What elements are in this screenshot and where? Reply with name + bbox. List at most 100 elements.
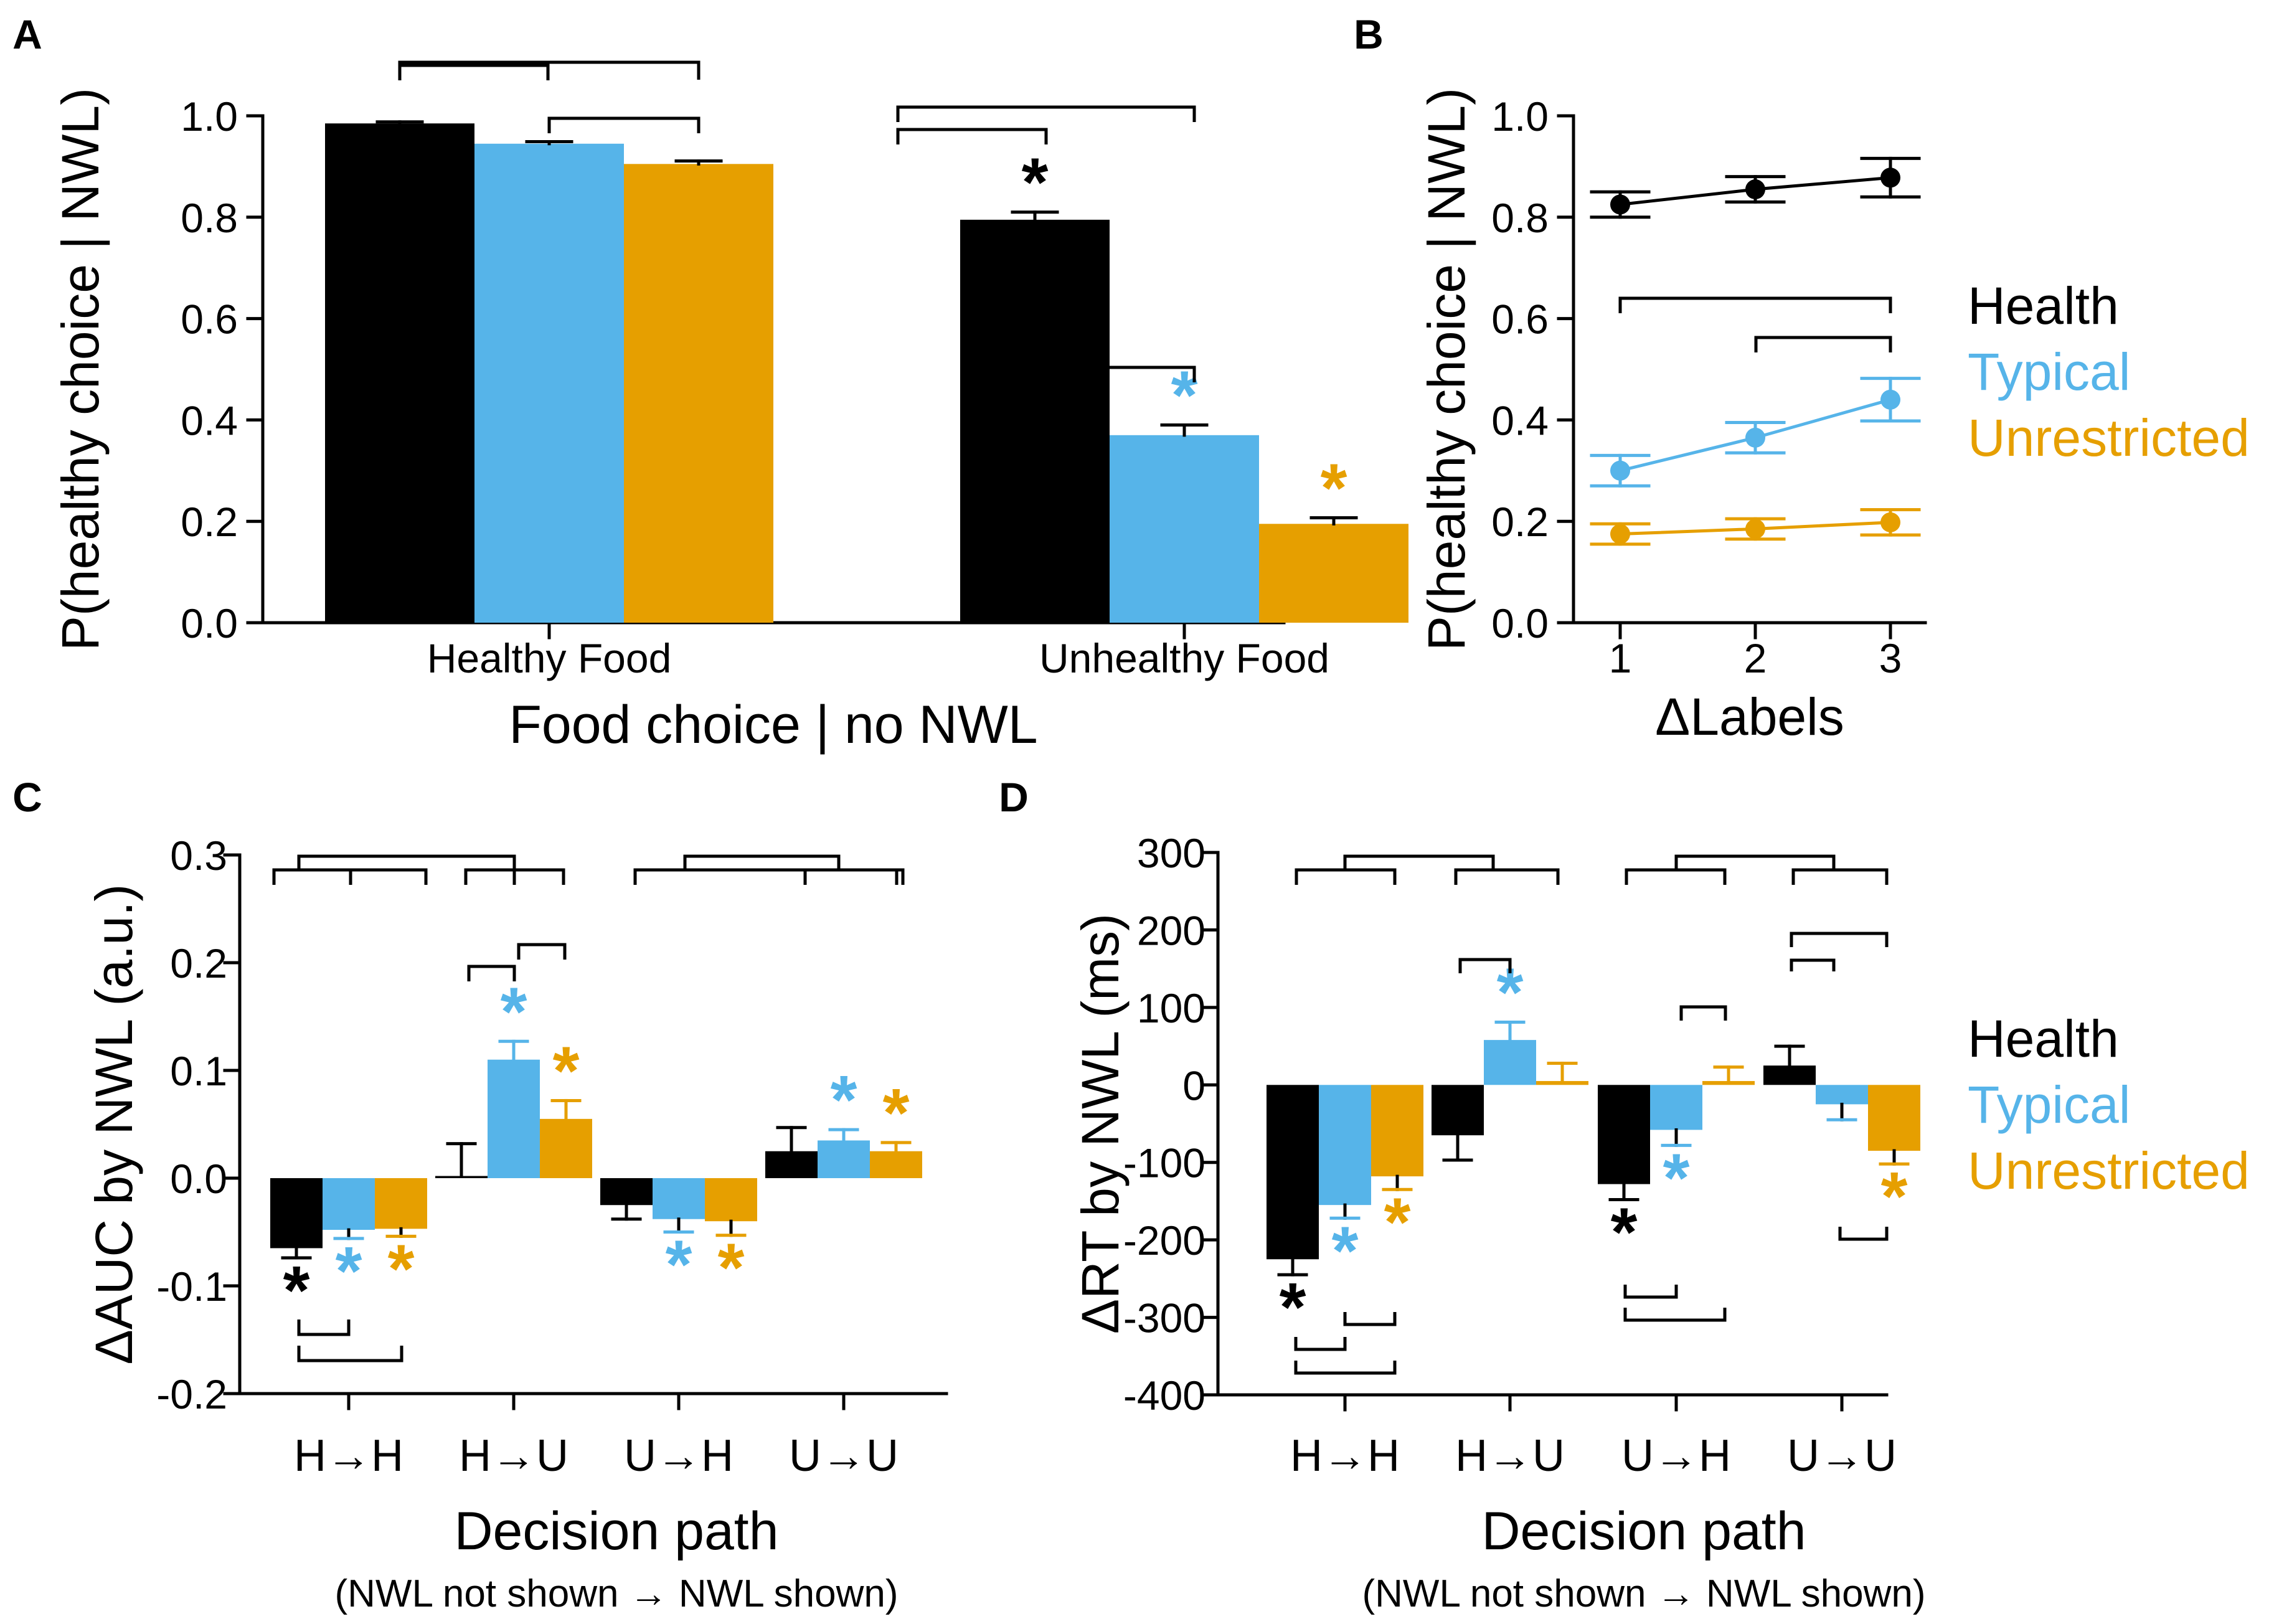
y-tick-label-a: 0.8 [181, 195, 238, 241]
y-tick-label-b: 0.4 [1491, 397, 1549, 443]
bar [488, 1059, 540, 1178]
significance-star: * [1881, 1158, 1908, 1235]
bar [765, 1151, 818, 1178]
significance-star: * [883, 1075, 910, 1151]
bracket [1754, 336, 1892, 352]
y-tick-label: -400 [1123, 1372, 1205, 1419]
y-tick-label-b: 0.0 [1491, 600, 1549, 646]
x-tick-label: H→H [294, 1431, 403, 1481]
y-tick-label-b: 0.6 [1491, 296, 1549, 342]
bar [1319, 1085, 1371, 1206]
x-tick-label-b: 1 [1609, 635, 1632, 681]
y-tick-label: 0.3 [170, 833, 227, 879]
bracket [896, 105, 1196, 122]
bracket [517, 943, 567, 960]
data-point [1610, 194, 1630, 215]
bar [1598, 1085, 1650, 1184]
bar [1536, 1081, 1588, 1085]
bracket [512, 868, 565, 885]
bracket [683, 854, 841, 871]
x-axis-sublabel: (NWL not shown → NWL shown) [1362, 1572, 1926, 1615]
bracket [349, 868, 428, 885]
y-tick-label-b: 0.2 [1491, 499, 1549, 545]
x-tick-label: U→H [1621, 1431, 1731, 1481]
legend-entry-health: Health [1968, 1009, 2119, 1068]
bracket [297, 1346, 403, 1362]
bracket [1343, 1312, 1397, 1326]
significance-star: * [666, 1227, 692, 1303]
x-axis-label-a: Food choice | no NWL [509, 695, 1037, 755]
x-tick-label-a: Unhealthy Food [1039, 635, 1329, 681]
data-point [1745, 427, 1765, 448]
bracket [1790, 958, 1836, 971]
legend-entry-unrestricted: Unrestricted [1968, 408, 2250, 467]
bracket [1838, 1227, 1889, 1241]
y-tick-label: -0.2 [156, 1371, 227, 1417]
legend-bottom: Health Typical Unrestricted [1968, 1009, 2250, 1200]
significance-star: * [336, 1233, 362, 1310]
significance-star: * [1332, 1212, 1359, 1289]
significance-star: * [718, 1230, 745, 1306]
bracket [1295, 868, 1397, 885]
bar [474, 143, 624, 623]
y-tick-label: 0 [1182, 1062, 1205, 1108]
bracket [1791, 868, 1889, 885]
bracket [1618, 296, 1892, 313]
y-axis-label: ΔAUC by NWL (a.u.) [85, 884, 143, 1365]
x-axis-label: Decision path [454, 1501, 778, 1561]
bar [653, 1178, 705, 1219]
y-tick-label-b: 1.0 [1491, 93, 1549, 139]
panel-a: A 0.0 0.2 0.4 0.6 0.8 1.0 P(healthy choice | NW… [12, 11, 1408, 755]
y-tick-label-a: 0.2 [181, 499, 238, 545]
bracket [547, 116, 701, 133]
bracket [1294, 1337, 1347, 1351]
x-axis-label: Decision path [1481, 1501, 1806, 1561]
bar [325, 123, 474, 623]
panel-label-c: C [12, 774, 42, 820]
bar [600, 1178, 653, 1206]
x-tick-label: H→U [459, 1431, 568, 1481]
x-axis-label-b: ΔLabels [1655, 687, 1844, 746]
significance-star: * [1022, 144, 1049, 221]
bar [270, 1178, 323, 1249]
bracket [1625, 868, 1727, 885]
bar [1267, 1085, 1319, 1260]
bar [870, 1151, 922, 1178]
bracket [1790, 932, 1889, 947]
bar [1371, 1085, 1423, 1177]
bracket [1674, 854, 1836, 871]
bracket [467, 965, 516, 981]
bracket [297, 1320, 351, 1336]
bracket [896, 128, 1048, 144]
bar [818, 1140, 870, 1178]
y-axis-label-a: P(healthy choice | NWL) [51, 88, 110, 651]
bracket [398, 64, 550, 80]
significance-star: * [1384, 1184, 1411, 1260]
bracket [1679, 1005, 1727, 1021]
bar [1432, 1085, 1484, 1136]
x-tick-label: H→U [1455, 1431, 1565, 1481]
bracket [1454, 868, 1560, 885]
x-tick-label-b: 3 [1879, 635, 1902, 681]
significance-star: * [283, 1252, 310, 1329]
y-tick-label: -300 [1123, 1295, 1205, 1341]
bar [1868, 1085, 1920, 1151]
data-point [1745, 519, 1765, 539]
y-tick-label-b: 0.8 [1491, 195, 1549, 241]
bracket [1623, 1308, 1727, 1322]
data-point [1610, 460, 1630, 481]
bar [540, 1118, 592, 1178]
bracket [633, 868, 899, 885]
bracket [398, 60, 701, 80]
bar [960, 219, 1110, 623]
y-tick-label: 200 [1137, 907, 1205, 953]
y-axis-label-b: P(healthy choice | NWL) [1417, 88, 1476, 651]
x-tick-label: U→H [624, 1431, 734, 1481]
bar [1650, 1085, 1702, 1130]
x-axis-sublabel: (NWL not shown → NWL shown) [335, 1572, 899, 1615]
legend-entry-typical: Typical [1968, 342, 2130, 401]
y-axis-label: ΔRT by NWL (ms) [1071, 913, 1130, 1334]
x-tick-label: H→H [1290, 1431, 1400, 1481]
